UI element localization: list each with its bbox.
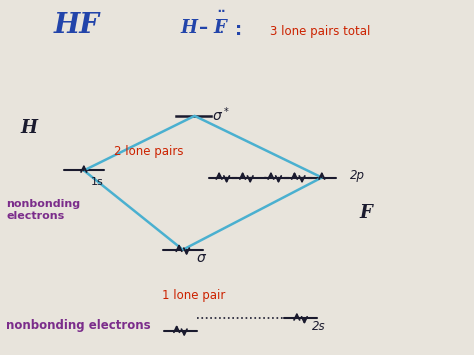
Text: F: F <box>359 204 372 222</box>
Text: 1s: 1s <box>91 176 104 186</box>
Text: $\sigma^*$: $\sigma^*$ <box>212 105 230 124</box>
Text: ¨: ¨ <box>216 31 224 49</box>
Text: $\sigma$: $\sigma$ <box>196 251 207 265</box>
Text: 2 lone pairs: 2 lone pairs <box>115 144 184 158</box>
Text: H: H <box>181 19 198 37</box>
Text: F: F <box>213 19 226 37</box>
Text: ..: .. <box>263 169 273 182</box>
Text: :: : <box>235 21 242 39</box>
Text: –: – <box>199 19 209 37</box>
Text: HF: HF <box>53 12 99 39</box>
Text: 1 lone pair: 1 lone pair <box>162 289 225 302</box>
Text: H: H <box>20 120 37 137</box>
Text: 2p: 2p <box>350 169 365 182</box>
Text: ¨: ¨ <box>216 10 225 28</box>
Text: 2s: 2s <box>312 320 326 333</box>
Text: 3 lone pairs total: 3 lone pairs total <box>270 25 370 38</box>
Text: nonbonding
electrons: nonbonding electrons <box>6 199 80 221</box>
Text: nonbonding electrons: nonbonding electrons <box>6 319 151 332</box>
